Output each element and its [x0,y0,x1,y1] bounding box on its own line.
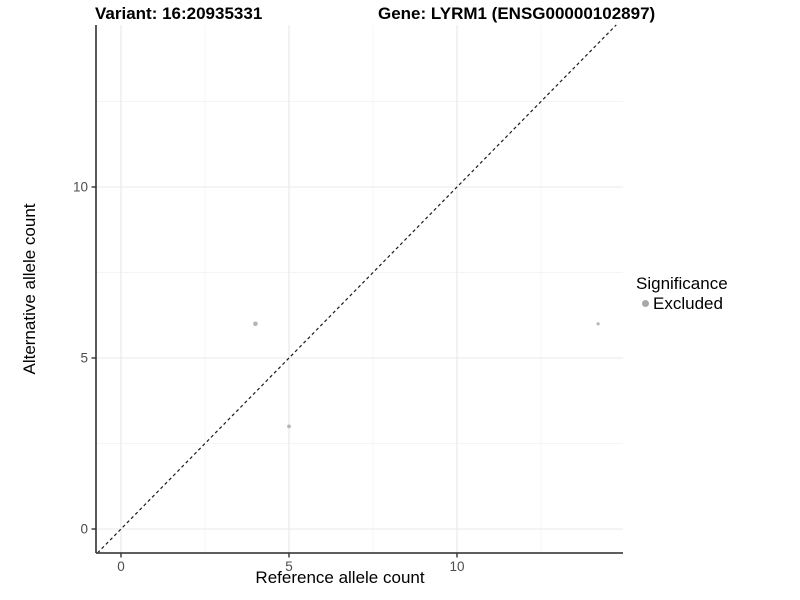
plot-title-gene: Gene: LYRM1 (ENSG00000102897) [378,4,656,23]
legend: Significance Excluded [636,274,728,313]
data-point [253,321,258,327]
y-tick-label: 5 [80,351,88,366]
x-tick-label: 0 [117,559,125,574]
plot-title-variant: Variant: 16:20935331 [95,4,263,23]
legend-item-label: Excluded [653,294,723,313]
x-axis-title: Reference allele count [255,568,425,587]
legend-title: Significance [636,274,728,293]
excluded-point-icon [642,300,649,307]
data-point [596,322,600,326]
legend-item-excluded: Excluded [636,294,728,313]
x-tick-label: 10 [449,559,464,574]
identity-dashed-line [97,24,617,554]
data-point [287,424,291,429]
x-tick-label: 5 [285,559,293,574]
y-tick-label: 0 [80,522,88,537]
y-tick-label: 10 [73,180,88,195]
